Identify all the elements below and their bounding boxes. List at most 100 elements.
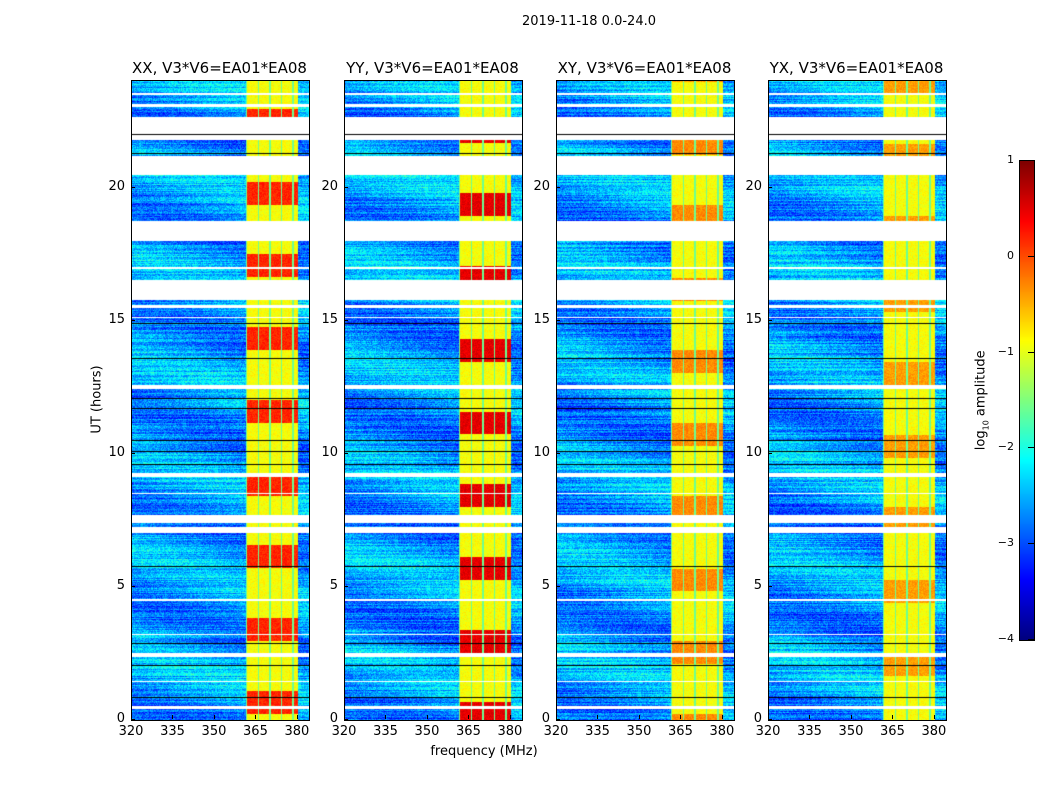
y-tick-label: 15 xyxy=(321,311,338,327)
x-tick-mark xyxy=(296,715,298,719)
panel-title: YX, V3*V6=EA01*EA08 xyxy=(769,59,944,77)
x-tick-label: 380 xyxy=(921,724,947,739)
y-tick-label: 10 xyxy=(108,444,125,460)
y-tick-mark xyxy=(768,585,772,587)
y-tick-mark xyxy=(131,186,135,188)
y-tick-label: 15 xyxy=(745,311,762,327)
y-tick-label: 0 xyxy=(541,711,550,726)
x-tick-label: 365 xyxy=(456,724,481,739)
heatmap-cells xyxy=(769,81,946,720)
colorbar-tick-label: 1 xyxy=(1007,153,1014,166)
y-tick-mark xyxy=(131,319,135,321)
colorbar-tick-mark xyxy=(1028,160,1034,161)
x-tick-mark xyxy=(768,715,769,719)
x-tick-mark xyxy=(556,715,557,719)
x-tick-label: 335 xyxy=(373,724,398,739)
x-tick-mark xyxy=(638,715,640,719)
x-tick-mark xyxy=(172,715,174,719)
x-tick-mark xyxy=(468,715,470,719)
y-tick-mark xyxy=(131,452,135,454)
x-tick-label: 365 xyxy=(668,724,693,739)
y-tick-mark xyxy=(131,585,135,587)
heatmap-cells xyxy=(557,81,734,720)
colorbar-tick-mark xyxy=(1028,447,1034,449)
figure-suptitle: 2019-11-18 0.0-24.0 xyxy=(522,14,656,29)
y-tick-label: 10 xyxy=(745,444,762,460)
x-tick-label: 350 xyxy=(201,724,227,739)
x-tick-mark xyxy=(721,715,723,719)
colorbar-tick-label: 0 xyxy=(1007,248,1014,262)
y-tick-label: 5 xyxy=(329,577,338,593)
x-axis-label: frequency (MHz) xyxy=(430,744,538,759)
x-tick-mark xyxy=(680,715,682,719)
x-tick-mark xyxy=(426,715,428,719)
y-tick-mark xyxy=(556,719,560,720)
x-tick-label: 350 xyxy=(838,724,864,739)
colorbar-tick-label: −4 xyxy=(997,632,1014,645)
x-tick-mark xyxy=(509,715,511,719)
colorbar-tick-mark xyxy=(1028,543,1034,545)
x-tick-mark xyxy=(597,715,599,719)
heatmap-panel-3 xyxy=(556,80,735,721)
y-tick-mark xyxy=(556,186,560,188)
x-tick-label: 320 xyxy=(543,724,569,739)
colorbar-gradient xyxy=(1020,161,1034,640)
x-tick-label: 320 xyxy=(331,724,357,739)
y-tick-mark xyxy=(556,319,560,321)
x-tick-label: 365 xyxy=(243,724,268,739)
colorbar-tick-mark xyxy=(1028,255,1034,257)
heatmap-cells xyxy=(132,81,309,720)
y-tick-mark xyxy=(344,585,348,587)
x-tick-label: 350 xyxy=(626,724,652,739)
x-tick-mark xyxy=(850,715,852,719)
x-tick-label: 335 xyxy=(160,724,185,739)
x-tick-label: 335 xyxy=(797,724,822,739)
y-tick-label: 20 xyxy=(321,178,338,194)
y-tick-label: 0 xyxy=(753,711,762,726)
colorbar-tick-label: −1 xyxy=(997,344,1014,358)
x-tick-label: 320 xyxy=(755,724,781,739)
x-tick-label: 380 xyxy=(497,724,523,739)
x-tick-label: 335 xyxy=(585,724,610,739)
x-tick-label: 320 xyxy=(118,724,144,739)
y-tick-label: 15 xyxy=(108,311,125,327)
x-tick-label: 380 xyxy=(709,724,735,739)
heatmap-panel-1 xyxy=(131,80,310,721)
y-tick-label: 5 xyxy=(753,577,762,593)
y-tick-mark xyxy=(768,452,772,454)
y-tick-label: 0 xyxy=(329,711,338,726)
colorbar-label-sub: 10 xyxy=(981,420,991,431)
x-tick-mark xyxy=(213,715,215,719)
y-tick-label: 0 xyxy=(116,711,125,726)
y-tick-label: 15 xyxy=(533,311,550,327)
colorbar-tick-mark xyxy=(1028,639,1034,640)
y-tick-label: 20 xyxy=(108,178,125,194)
y-tick-mark xyxy=(768,319,772,321)
y-tick-mark xyxy=(344,452,348,454)
panel-title: XY, V3*V6=EA01*EA08 xyxy=(557,59,732,77)
x-tick-mark xyxy=(385,715,387,719)
colorbar xyxy=(1019,160,1035,641)
x-tick-label: 365 xyxy=(880,724,905,739)
x-tick-mark xyxy=(131,715,132,719)
y-tick-mark xyxy=(556,452,560,454)
x-tick-mark xyxy=(255,715,257,719)
y-tick-mark xyxy=(131,719,135,720)
y-tick-mark xyxy=(344,319,348,321)
colorbar-tick-mark xyxy=(1028,351,1034,353)
y-tick-label: 10 xyxy=(321,444,338,460)
y-tick-mark xyxy=(344,719,348,720)
y-axis-label: UT (hours) xyxy=(89,365,105,434)
y-tick-mark xyxy=(768,719,772,720)
x-tick-mark xyxy=(933,715,935,719)
heatmap-panel-4 xyxy=(768,80,947,721)
y-tick-label: 5 xyxy=(116,577,125,593)
colorbar-tick-label: −3 xyxy=(997,536,1014,550)
heatmap-cells xyxy=(345,81,522,720)
y-tick-mark xyxy=(768,186,772,188)
panel-title: YY, V3*V6=EA01*EA08 xyxy=(346,59,519,77)
y-tick-label: 20 xyxy=(745,178,762,194)
y-tick-label: 10 xyxy=(533,444,550,460)
y-tick-label: 5 xyxy=(541,577,550,593)
